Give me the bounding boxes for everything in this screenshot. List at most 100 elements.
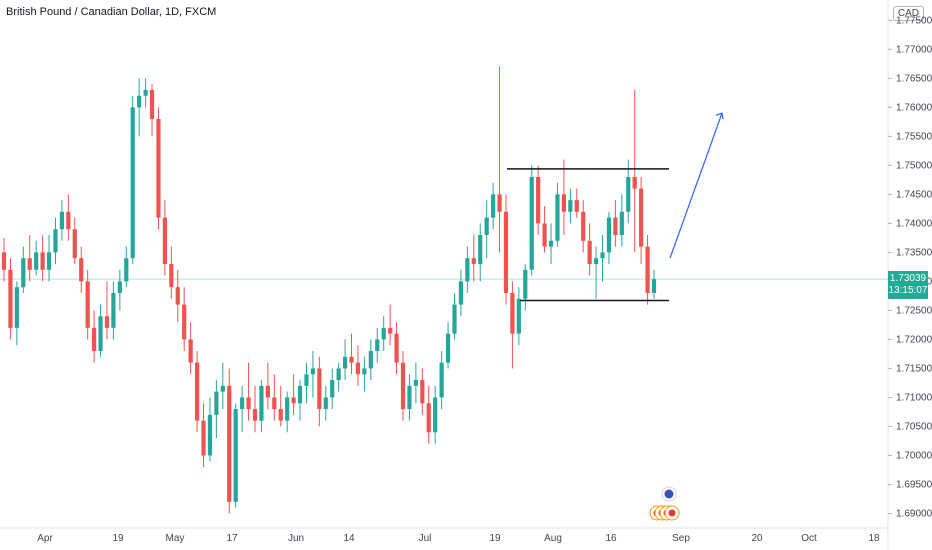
candle-body: [355, 362, 361, 375]
candle-body: [40, 252, 45, 270]
time-tick-label: 20: [751, 533, 763, 544]
candle-body: [458, 281, 464, 305]
candle-body: [233, 409, 238, 502]
candle-body: [510, 293, 515, 334]
candle-body: [323, 397, 328, 410]
candle-body: [503, 211, 509, 294]
candle-body: [465, 258, 470, 282]
candle-body: [304, 374, 309, 386]
candle-body: [529, 176, 534, 270]
candle-body: [317, 368, 322, 410]
gb-flag-icon: [664, 489, 674, 499]
projection-arrow-head: [715, 112, 724, 120]
time-tick-label: 19: [112, 533, 124, 544]
candle-body: [536, 176, 541, 224]
candle-body: [651, 279, 657, 294]
price-tick-label: 1.75000: [896, 160, 932, 171]
candle-body: [207, 414, 213, 456]
candle-body: [188, 339, 193, 363]
candle-body: [149, 89, 155, 119]
candle-body: [420, 380, 425, 404]
price-tick-label: 1.75500: [896, 131, 932, 142]
price-tick-label: 1.70000: [896, 450, 932, 461]
candle-body: [162, 217, 167, 264]
projection-arrow[interactable]: [669, 112, 723, 259]
candle-body: [21, 258, 26, 288]
last-price-value: 1.73039: [889, 273, 927, 285]
candle-body: [175, 287, 180, 305]
price-tick-label: 1.71500: [896, 363, 932, 374]
candle-body: [542, 223, 547, 247]
candle-body: [310, 368, 316, 375]
candle-body: [342, 356, 348, 369]
candle-body: [79, 258, 84, 282]
candle-body: [561, 194, 567, 212]
candle-body: [381, 327, 386, 340]
event-markers[interactable]: [649, 486, 680, 521]
candle-body: [388, 327, 393, 334]
price-tick-label: 1.70500: [896, 421, 932, 432]
time-axis[interactable]: Apr 19 May 17 Jun 14 Jul 19 Aug 16 Sep 20 Oct 18: [0, 527, 888, 544]
price-tick-label: 1.74000: [896, 218, 932, 229]
price-tick-label: 1.77500: [896, 15, 932, 26]
price-tick-label: 1.74500: [896, 189, 932, 200]
candle-body: [85, 281, 90, 328]
time-tick-label: 17: [226, 533, 238, 544]
candle-body: [259, 385, 264, 421]
time-tick-label: 14: [343, 533, 355, 544]
candle-body: [59, 211, 65, 230]
candle-body: [194, 362, 200, 421]
candle-body: [214, 391, 219, 415]
candle-body: [104, 316, 110, 328]
candle-body: [426, 403, 431, 433]
time-tick-label: May: [166, 533, 185, 544]
candle-body: [439, 362, 444, 398]
candle-body: [375, 339, 380, 352]
candle-body: [413, 380, 418, 386]
price-tick-label: 1.76000: [896, 102, 932, 113]
currency-badge[interactable]: CAD: [892, 6, 924, 21]
price-axis[interactable]: 1.77500 1.77000 1.76500 1.76000 1.75500 1.750…: [887, 0, 932, 550]
candle-body: [227, 385, 232, 502]
candle-body: [14, 287, 19, 328]
candle-body: [137, 95, 142, 108]
price-tick-label: 1.77000: [896, 44, 932, 55]
time-tick-label: Apr: [37, 533, 53, 544]
price-tick-label: 1.72500: [896, 305, 932, 316]
candle-body: [117, 281, 122, 294]
candle-body: [91, 327, 97, 352]
candle-body: [471, 258, 476, 264]
time-tick-label: Sep: [672, 533, 690, 544]
candle-body: [27, 258, 32, 270]
candle-body: [143, 89, 148, 96]
candle-body: [619, 211, 624, 235]
trend-drawings[interactable]: [507, 112, 724, 302]
candle-body: [130, 107, 135, 259]
candle-body: [368, 351, 373, 369]
candle-body: [639, 188, 644, 247]
time-tick-label: 18: [868, 533, 880, 544]
candle-body: [72, 229, 77, 259]
candle-body: [246, 397, 251, 410]
candle-body: [523, 269, 528, 299]
candle-body: [548, 240, 554, 247]
candle-body: [182, 304, 187, 340]
time-tick-label: Oct: [801, 533, 817, 544]
candle-series: [1, 66, 657, 514]
candle-body: [407, 385, 412, 410]
candle-body: [491, 194, 496, 218]
candle-body: [613, 217, 618, 235]
candle-body: [330, 380, 335, 398]
candle-body: [516, 298, 521, 334]
candle-body: [632, 176, 637, 189]
time-tick-label: 16: [605, 533, 617, 544]
candle-body: [600, 252, 605, 259]
candle-body: [626, 176, 631, 212]
candle-body: [593, 258, 599, 264]
candle-body: [265, 385, 270, 398]
candle-body: [8, 269, 13, 328]
time-tick-label: Jun: [288, 533, 304, 544]
candle-body: [34, 252, 39, 270]
candle-body: [568, 200, 573, 212]
